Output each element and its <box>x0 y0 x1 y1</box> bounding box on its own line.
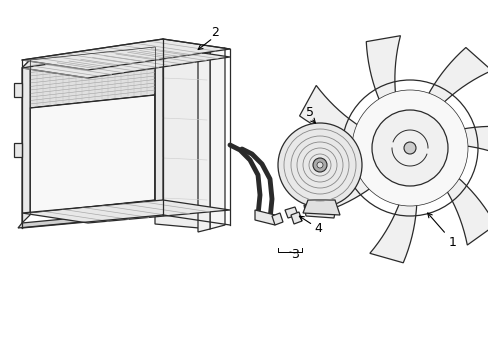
Polygon shape <box>303 200 339 215</box>
Circle shape <box>371 110 447 186</box>
Polygon shape <box>427 48 488 104</box>
Polygon shape <box>18 210 159 228</box>
Polygon shape <box>290 212 302 224</box>
Text: 1: 1 <box>427 213 456 248</box>
Circle shape <box>403 142 415 154</box>
Polygon shape <box>14 143 22 157</box>
Circle shape <box>316 162 323 168</box>
Text: 3: 3 <box>290 248 298 261</box>
Text: 2: 2 <box>211 26 219 39</box>
Polygon shape <box>22 60 30 223</box>
Polygon shape <box>299 85 360 143</box>
Polygon shape <box>22 47 163 68</box>
Polygon shape <box>369 201 416 263</box>
Circle shape <box>312 158 326 172</box>
Polygon shape <box>22 47 229 78</box>
Polygon shape <box>155 47 163 208</box>
Polygon shape <box>22 39 229 70</box>
Polygon shape <box>366 36 400 102</box>
Polygon shape <box>14 83 22 97</box>
Polygon shape <box>302 174 371 214</box>
Polygon shape <box>254 210 274 225</box>
Polygon shape <box>461 126 488 164</box>
Polygon shape <box>445 177 488 245</box>
Polygon shape <box>22 200 229 223</box>
Text: 4: 4 <box>313 221 321 234</box>
Polygon shape <box>285 207 297 218</box>
Polygon shape <box>30 95 155 213</box>
Polygon shape <box>198 52 209 232</box>
Polygon shape <box>155 47 209 229</box>
Circle shape <box>351 90 467 206</box>
Polygon shape <box>271 213 283 225</box>
Polygon shape <box>304 205 335 218</box>
Polygon shape <box>209 48 224 229</box>
Text: 5: 5 <box>305 105 313 118</box>
Circle shape <box>278 123 361 207</box>
Polygon shape <box>30 47 155 108</box>
